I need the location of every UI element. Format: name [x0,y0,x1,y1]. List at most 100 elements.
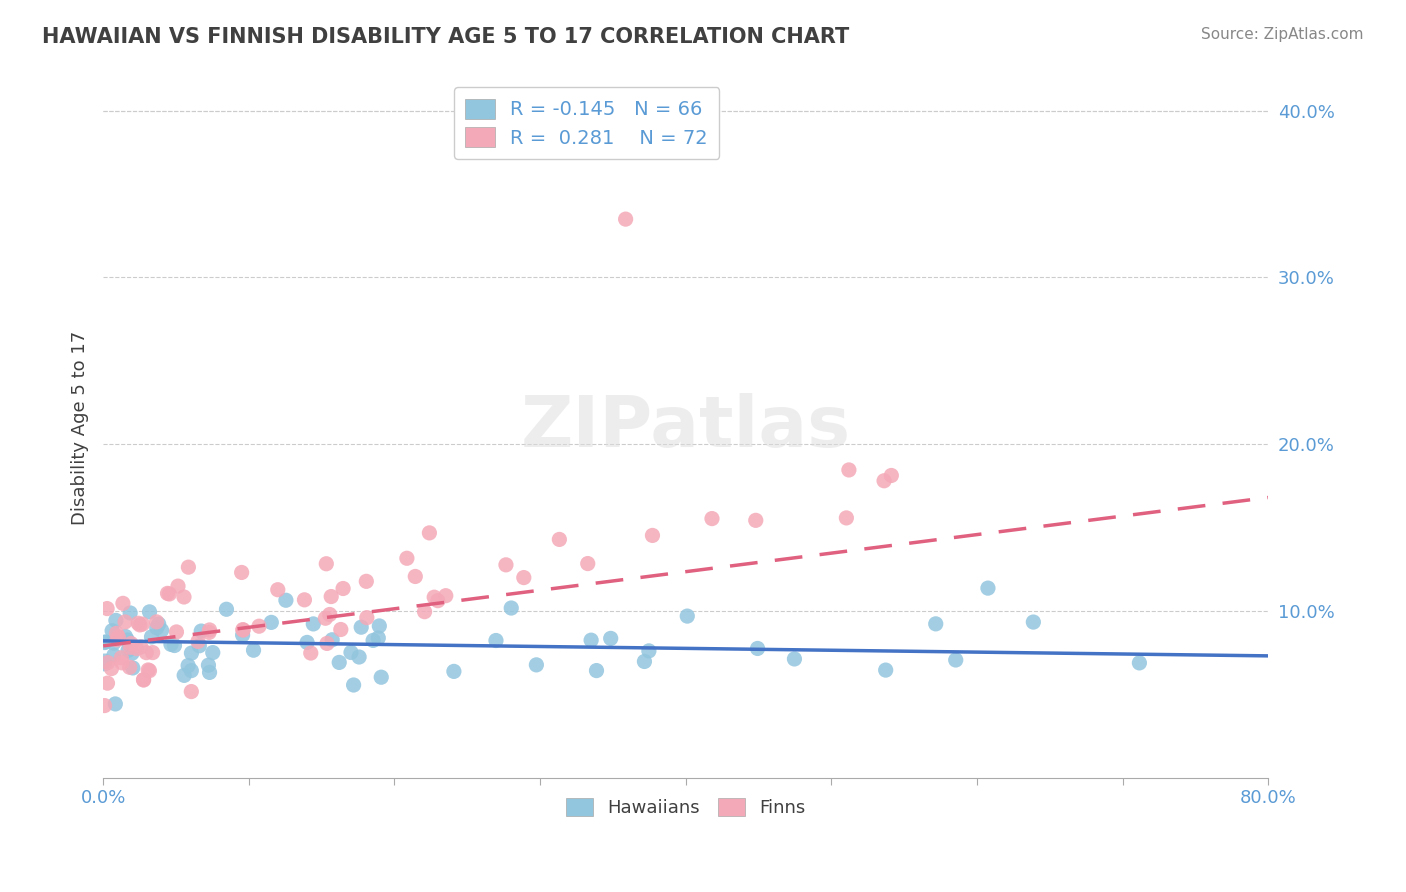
Point [267,582,290,597]
Point [197,658,219,673]
Point [111,596,134,610]
Point [114,615,136,629]
Point [160,637,183,651]
Point [367,631,389,645]
Point [232,623,254,637]
Y-axis label: Disability Age 5 to 17: Disability Age 5 to 17 [72,330,89,524]
Point [198,623,221,637]
Point [316,636,339,650]
Point [128,618,150,632]
Point [188,639,211,653]
Point [198,625,221,640]
Point [747,641,769,656]
Point [121,661,143,675]
Point [125,641,148,656]
Point [599,632,621,646]
Point [141,630,163,644]
Point [873,474,896,488]
Point [485,633,508,648]
Point [370,670,392,684]
Point [101,624,124,638]
Point [260,615,283,630]
Point [100,661,122,675]
Point [745,513,768,527]
Point [198,665,221,680]
Point [1022,615,1045,629]
Point [96,601,118,615]
Point [105,626,128,640]
Point [148,617,170,632]
Point [93,654,115,668]
Point [111,656,134,670]
Point [232,628,254,642]
Point [585,664,607,678]
Point [426,593,449,607]
Point [145,615,167,629]
Point [404,569,426,583]
Point [347,650,370,665]
Point [835,511,858,525]
Point [676,609,699,624]
Point [104,614,127,628]
Point [145,621,167,635]
Point [93,657,115,671]
Point [180,664,202,678]
Point [163,639,186,653]
Point [177,658,200,673]
Point [328,656,350,670]
Point [321,590,343,604]
Point [332,582,354,596]
Point [838,463,860,477]
Point [94,635,117,649]
Point [97,656,120,670]
Point [945,653,967,667]
Point [120,636,142,650]
Text: HAWAIIAN VS FINNISH DISABILITY AGE 5 TO 17 CORRELATION CHART: HAWAIIAN VS FINNISH DISABILITY AGE 5 TO … [42,27,849,46]
Point [177,560,200,574]
Point [361,633,384,648]
Point [120,606,142,620]
Point [142,646,165,660]
Point [132,673,155,687]
Point [340,645,363,659]
Point [321,632,343,647]
Point [232,623,254,637]
Text: Source: ZipAtlas.com: Source: ZipAtlas.com [1201,27,1364,42]
Text: ZIPatlas: ZIPatlas [520,393,851,462]
Point [167,579,190,593]
Point [103,648,125,663]
Point [132,673,155,687]
Point [356,610,378,624]
Point [110,650,132,665]
Point [513,571,536,585]
Point [875,663,897,677]
Point [342,678,364,692]
Point [127,616,149,631]
Point [121,646,143,660]
Point [576,557,599,571]
Point [117,633,139,648]
Point [131,617,153,632]
Point [107,630,129,644]
Point [783,652,806,666]
Point [641,528,664,542]
Point [187,634,209,648]
Point [495,558,517,572]
Point [104,697,127,711]
Point [638,644,661,658]
Legend: Hawaiians, Finns: Hawaiians, Finns [558,790,813,824]
Point [157,587,180,601]
Point [1128,656,1150,670]
Point [173,668,195,682]
Point [880,468,903,483]
Point [319,607,342,622]
Point [395,551,418,566]
Point [579,633,602,648]
Point [136,663,159,677]
Point [138,605,160,619]
Point [190,624,212,638]
Point [231,566,253,580]
Point [274,593,297,607]
Point [129,640,152,654]
Point [180,684,202,698]
